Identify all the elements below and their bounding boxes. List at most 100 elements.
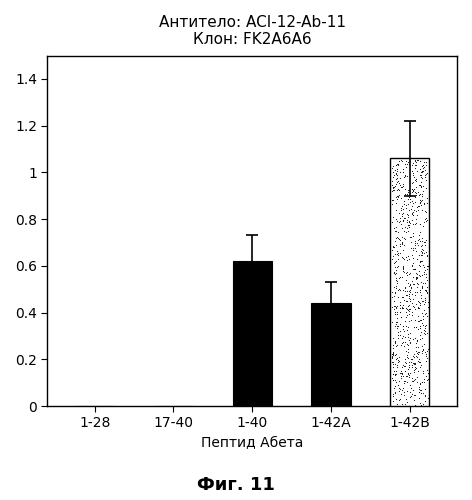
- Point: [424, 298, 431, 306]
- Point: [396, 332, 404, 340]
- Point: [419, 186, 426, 194]
- Point: [408, 216, 415, 224]
- Point: [399, 263, 407, 271]
- Point: [409, 290, 416, 298]
- Point: [421, 322, 429, 330]
- Point: [399, 332, 407, 340]
- Point: [397, 194, 405, 202]
- Point: [391, 322, 398, 330]
- Point: [392, 194, 400, 202]
- Point: [390, 186, 397, 194]
- Point: [389, 162, 397, 170]
- Point: [407, 392, 415, 400]
- Point: [421, 326, 429, 334]
- Point: [388, 186, 396, 194]
- Point: [393, 165, 400, 173]
- Point: [410, 304, 418, 312]
- Point: [410, 376, 418, 384]
- Point: [396, 320, 404, 328]
- Point: [393, 324, 401, 332]
- Point: [404, 271, 411, 279]
- Point: [421, 172, 429, 180]
- Point: [417, 174, 424, 182]
- Point: [404, 158, 412, 166]
- Point: [420, 250, 428, 258]
- Point: [399, 216, 407, 224]
- Point: [417, 400, 424, 408]
- Point: [417, 242, 424, 250]
- Point: [411, 360, 418, 368]
- Point: [419, 182, 427, 190]
- Point: [390, 298, 398, 306]
- Point: [392, 304, 400, 312]
- Point: [415, 236, 422, 244]
- Point: [409, 260, 416, 268]
- Point: [419, 161, 427, 169]
- Point: [400, 392, 407, 400]
- Point: [406, 369, 413, 377]
- Point: [409, 302, 416, 310]
- Point: [410, 366, 418, 374]
- Point: [405, 206, 413, 214]
- Point: [393, 318, 401, 326]
- Point: [409, 280, 417, 288]
- Point: [405, 368, 412, 376]
- Point: [413, 166, 421, 174]
- Point: [390, 268, 398, 276]
- Point: [392, 226, 399, 234]
- Point: [403, 360, 410, 368]
- Point: [411, 240, 418, 248]
- Point: [389, 370, 397, 378]
- Point: [407, 316, 415, 324]
- Point: [396, 353, 403, 361]
- Point: [422, 184, 430, 192]
- Point: [416, 190, 424, 198]
- Point: [396, 308, 404, 316]
- Point: [421, 216, 429, 224]
- Point: [407, 219, 414, 227]
- Point: [405, 374, 413, 382]
- Point: [411, 156, 419, 164]
- Point: [423, 194, 430, 202]
- Point: [398, 386, 406, 394]
- Point: [418, 378, 426, 386]
- Point: [390, 183, 397, 191]
- Point: [418, 249, 426, 257]
- Point: [415, 298, 423, 306]
- Point: [419, 190, 426, 198]
- Point: [393, 341, 400, 349]
- Point: [417, 294, 425, 302]
- Point: [396, 236, 404, 244]
- Point: [392, 166, 399, 174]
- Point: [404, 326, 411, 334]
- Point: [395, 396, 403, 404]
- Point: [415, 261, 423, 269]
- Point: [417, 182, 424, 190]
- Point: [405, 304, 413, 312]
- Point: [394, 160, 402, 168]
- Point: [418, 167, 425, 175]
- Point: [424, 262, 431, 270]
- Point: [416, 380, 424, 388]
- Point: [388, 288, 396, 296]
- Point: [423, 265, 430, 273]
- Point: [408, 202, 415, 210]
- Point: [412, 300, 420, 308]
- Point: [406, 388, 413, 396]
- Point: [418, 250, 425, 258]
- Point: [393, 171, 400, 179]
- Point: [400, 388, 408, 396]
- Point: [409, 377, 417, 385]
- Point: [394, 255, 401, 263]
- Point: [424, 376, 431, 384]
- Point: [393, 318, 400, 326]
- Point: [399, 294, 406, 302]
- Point: [411, 176, 418, 184]
- Point: [392, 180, 400, 188]
- Bar: [311, 303, 351, 406]
- Point: [408, 210, 415, 218]
- Point: [423, 199, 431, 207]
- Point: [395, 376, 403, 384]
- Point: [398, 210, 405, 218]
- Point: [393, 276, 400, 284]
